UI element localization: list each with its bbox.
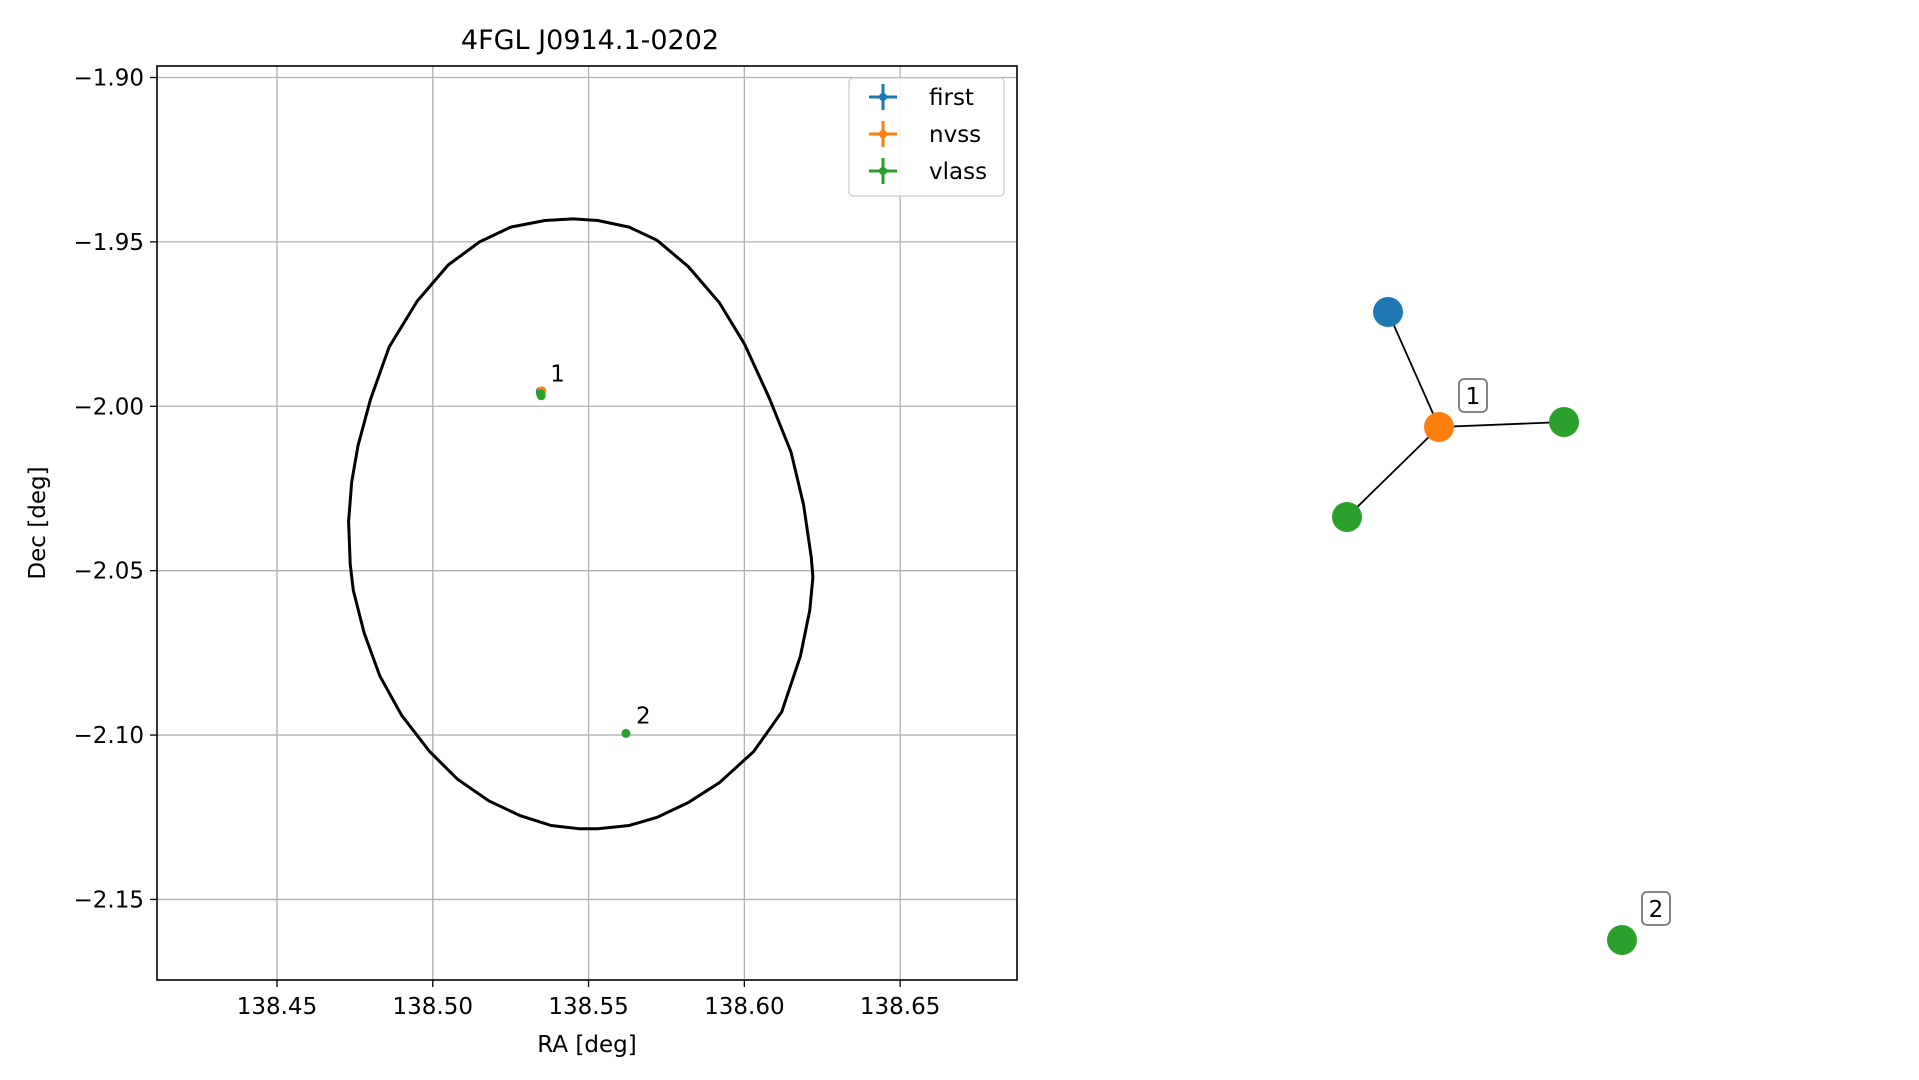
point-annotations: 12 bbox=[550, 361, 650, 729]
network-nodes bbox=[1332, 297, 1637, 955]
x-tick-label: 138.65 bbox=[860, 994, 940, 1020]
network-node-nvss bbox=[1424, 412, 1454, 442]
network-edge bbox=[1387, 311, 1440, 428]
y-tick-label: −2.00 bbox=[74, 394, 144, 420]
network-edge bbox=[1346, 426, 1440, 518]
network-graph: 12 bbox=[1332, 297, 1671, 955]
x-tick-label: 138.45 bbox=[237, 994, 317, 1020]
grid-lines bbox=[157, 66, 1017, 980]
legend-marker-first-dot bbox=[879, 93, 887, 101]
x-tick-label: 138.60 bbox=[704, 994, 784, 1020]
point-annotation: 2 bbox=[636, 703, 651, 729]
legend-entry-nvss: nvss bbox=[869, 121, 981, 148]
plot-frame bbox=[156, 65, 1018, 981]
data-point-vlass bbox=[536, 391, 546, 401]
y-tick-label: −2.10 bbox=[74, 723, 144, 749]
x-axis-label: RA [deg] bbox=[537, 1032, 636, 1058]
legend-frame bbox=[848, 77, 1005, 197]
network-labels: 12 bbox=[1458, 378, 1671, 926]
network-label: 1 bbox=[1466, 384, 1481, 410]
network-node-first bbox=[1373, 297, 1403, 327]
data-point-vlass bbox=[621, 728, 631, 738]
network-label: 2 bbox=[1649, 897, 1664, 923]
network-edge bbox=[1438, 421, 1565, 428]
y-tick-label: −2.05 bbox=[74, 559, 144, 585]
x-ticks: 138.45 138.50 138.55 138.60 138.65 bbox=[237, 980, 940, 1020]
x-tick-label: 138.55 bbox=[548, 994, 628, 1020]
network-label-box bbox=[1641, 891, 1671, 926]
y-tick-label: −1.95 bbox=[74, 230, 144, 256]
legend-entry-first: first bbox=[869, 84, 974, 111]
point-annotation: 1 bbox=[550, 361, 565, 387]
network-node-vlass bbox=[1549, 407, 1579, 437]
x-tick-label: 138.50 bbox=[393, 994, 473, 1020]
y-axis-label: Dec [deg] bbox=[25, 466, 51, 579]
legend-label-nvss: nvss bbox=[929, 122, 981, 148]
legend-marker-nvss-dot bbox=[879, 130, 887, 138]
legend: first nvss vlass bbox=[848, 77, 1005, 197]
legend-label-vlass: vlass bbox=[929, 159, 987, 185]
network-edges bbox=[1346, 311, 1565, 518]
network-label-box bbox=[1458, 378, 1488, 413]
error-ellipse bbox=[347, 217, 815, 831]
legend-entry-vlass: vlass bbox=[869, 158, 987, 185]
legend-marker-vlass-dot bbox=[879, 167, 887, 175]
chart-title: 4FGL J0914.1-0202 bbox=[461, 25, 719, 56]
data-points bbox=[535, 386, 631, 738]
y-ticks: −1.90 −1.95 −2.00 −2.05 −2.10 −2.15 bbox=[74, 66, 157, 913]
network-node-vlass bbox=[1607, 925, 1637, 955]
network-node-vlass bbox=[1332, 502, 1362, 532]
y-tick-label: −1.90 bbox=[74, 66, 144, 92]
scatter-chart: 4FGL J0914.1-0202 12 138.45 138.50 138.55 1… bbox=[25, 25, 1018, 1058]
y-tick-label: −2.15 bbox=[74, 887, 144, 913]
legend-label-first: first bbox=[929, 85, 974, 111]
